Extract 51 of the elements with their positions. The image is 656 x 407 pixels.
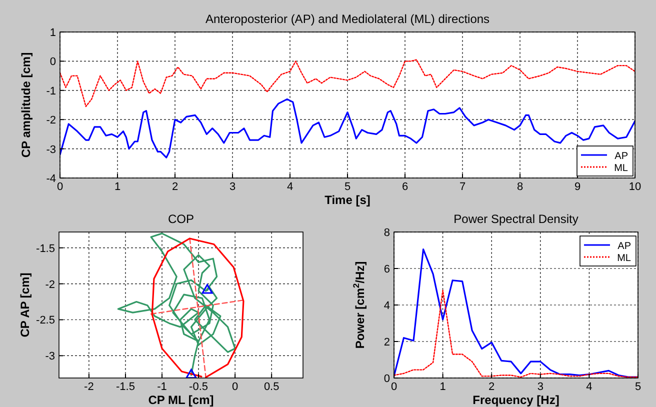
line-series bbox=[60, 59, 635, 108]
y-tick-label: -1 bbox=[46, 85, 56, 98]
y-tick-label: 8 bbox=[384, 227, 390, 239]
chart-title: Power Spectral Density bbox=[454, 212, 578, 226]
x-tick-label: 1 bbox=[440, 381, 446, 393]
x-axis-title: CP ML [cm] bbox=[148, 393, 214, 407]
chart-title: Anteroposterior (AP) and Mediolateral (ML) directions bbox=[205, 12, 490, 26]
x-tick-label: -2 bbox=[84, 381, 94, 393]
y-tick-label: 0 bbox=[384, 373, 390, 385]
y-tick-label: 2 bbox=[384, 336, 390, 348]
legend-label: ML bbox=[617, 253, 632, 264]
y-tick-label: -4 bbox=[46, 173, 56, 185]
y-axis-title: CP amplitude [cm] bbox=[19, 52, 33, 158]
legend-label: ML bbox=[614, 163, 628, 174]
y-tick-label: 0 bbox=[50, 56, 56, 68]
legend-label: AP bbox=[614, 151, 628, 162]
x-tick-label: 6 bbox=[402, 181, 408, 193]
x-tick-label: 7 bbox=[459, 181, 466, 193]
x-tick-label: -1 bbox=[157, 381, 167, 393]
x-tick-label: 0 bbox=[232, 381, 238, 393]
x-tick-label: 3 bbox=[229, 181, 236, 193]
y-tick-label: -1.5 bbox=[36, 242, 55, 255]
x-tick-label: -0.5 bbox=[189, 381, 208, 393]
y-tick-label: -2 bbox=[46, 114, 56, 127]
chart-title: COP bbox=[168, 212, 194, 226]
y-tick-label: -2 bbox=[45, 278, 55, 291]
y-tick-label: -3 bbox=[45, 350, 55, 363]
x-tick-label: 1 bbox=[114, 181, 121, 193]
y-tick-label: 4 bbox=[384, 300, 390, 312]
x-tick-label: 3 bbox=[537, 381, 544, 393]
x-tick-label: 4 bbox=[286, 181, 294, 193]
x-tick-label: -1.5 bbox=[116, 381, 135, 393]
y-tick-label: -3 bbox=[46, 144, 56, 156]
y-tick-label: 1 bbox=[50, 27, 56, 39]
x-tick-label: 10 bbox=[628, 181, 642, 193]
y-tick-label: -2.5 bbox=[36, 314, 55, 327]
x-tick-label: 0.5 bbox=[264, 381, 280, 393]
legend-label: AP bbox=[618, 241, 632, 252]
x-tick-label: 4 bbox=[586, 381, 592, 393]
x-tick-label: 5 bbox=[344, 181, 351, 193]
x-tick-label: 9 bbox=[574, 181, 581, 193]
x-axis-title: Time [s] bbox=[324, 193, 370, 207]
line-series bbox=[151, 238, 244, 378]
x-tick-label: 5 bbox=[634, 381, 642, 393]
y-axis-title: CP AP [cm] bbox=[18, 272, 32, 338]
x-tick-label: 2 bbox=[488, 381, 495, 393]
x-axis-title: Frequency [Hz] bbox=[472, 393, 560, 407]
y-tick-label: 6 bbox=[384, 264, 390, 276]
x-tick-label: 2 bbox=[172, 181, 178, 193]
x-tick-label: 8 bbox=[516, 181, 524, 193]
line-series bbox=[60, 98, 635, 158]
